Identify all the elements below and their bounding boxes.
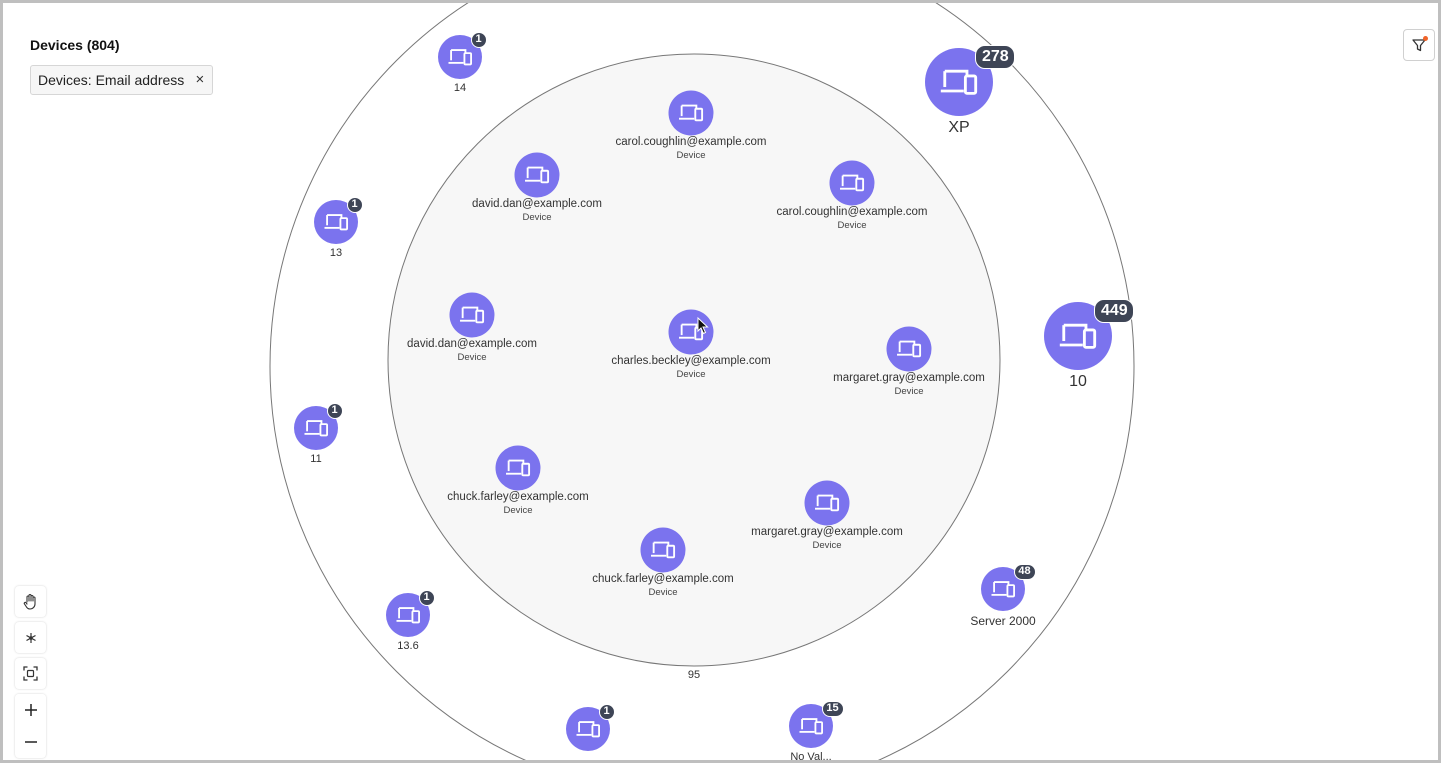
device-node[interactable]	[514, 152, 560, 198]
filter-active-dot	[1423, 36, 1428, 41]
laptop-phone-icon	[814, 494, 839, 512]
count-badge: 1	[598, 704, 615, 720]
hand-icon	[23, 593, 36, 610]
device-node-label: charles.beckley@example.com Device	[611, 355, 770, 380]
device-node-label: carol.coughlin@example.com Device	[776, 206, 927, 231]
device-node[interactable]	[449, 292, 495, 338]
os-cluster-label: 11	[310, 453, 322, 465]
laptop-phone-icon	[940, 69, 978, 95]
device-node[interactable]	[886, 326, 932, 372]
os-cluster-label: 13.6	[397, 640, 419, 652]
cursor-icon	[697, 317, 709, 335]
os-cluster-label: 14	[453, 82, 467, 94]
device-email: carol.coughlin@example.com	[776, 206, 928, 218]
laptop-phone-icon	[991, 580, 1015, 598]
device-node-label: margaret.gray@example.com Device	[833, 372, 985, 397]
plus-icon	[24, 703, 37, 716]
device-email: chuck.farley@example.com	[447, 491, 589, 503]
count-badge: 1	[326, 403, 343, 419]
count-badge: 278	[975, 45, 1016, 69]
device-email: margaret.gray@example.com	[833, 372, 985, 384]
layout-button[interactable]	[15, 622, 46, 653]
fit-screen-icon	[23, 666, 38, 681]
device-node[interactable]	[804, 480, 850, 526]
os-cluster-node[interactable]	[386, 593, 430, 637]
laptop-phone-icon	[304, 419, 328, 437]
pan-button[interactable]	[15, 586, 46, 617]
device-type: Device	[837, 220, 867, 231]
page-title: Devices (804)	[30, 37, 120, 53]
os-cluster-label: Server 2000	[970, 614, 1036, 628]
device-email: carol.coughlin@example.com	[615, 136, 767, 148]
os-cluster-label: 10	[1069, 373, 1087, 390]
device-email: chuck.farley@example.com	[592, 573, 734, 585]
device-email: david.dan@example.com	[472, 198, 602, 210]
laptop-phone-icon	[505, 459, 530, 477]
laptop-phone-icon	[1059, 323, 1097, 349]
os-cluster-label: XP	[948, 119, 970, 136]
laptop-phone-icon	[459, 306, 484, 324]
laptop-phone-icon	[396, 606, 420, 624]
count-badge: 1	[418, 590, 435, 606]
device-email: david.dan@example.com	[407, 338, 537, 350]
laptop-phone-icon	[799, 717, 823, 735]
count-badge: 15	[821, 701, 844, 717]
zoom-controls	[15, 694, 46, 758]
graph-canvas[interactable]	[3, 3, 1441, 763]
outer-ring	[269, 3, 1135, 760]
device-node-label: chuck.farley@example.com Device	[592, 573, 733, 598]
fit-screen-button[interactable]	[15, 658, 46, 689]
device-node-label: david.dan@example.com Device	[472, 198, 602, 223]
laptop-phone-icon	[324, 213, 348, 231]
device-node[interactable]	[495, 445, 541, 491]
device-node[interactable]	[640, 527, 686, 573]
device-node[interactable]	[668, 90, 714, 136]
laptop-phone-icon	[678, 104, 703, 122]
close-icon[interactable]: ×	[195, 71, 205, 88]
laptop-phone-icon	[678, 323, 703, 341]
cluster-icon	[25, 632, 36, 643]
zoom-in-button[interactable]	[15, 694, 46, 725]
device-type: Device	[894, 386, 924, 397]
count-badge: 449	[1094, 299, 1135, 323]
zoom-out-button[interactable]	[15, 726, 46, 757]
device-type: Device	[522, 212, 552, 223]
filter-button[interactable]	[1403, 29, 1435, 61]
filter-chip[interactable]: Devices: Email address ×	[30, 65, 214, 95]
laptop-phone-icon	[576, 720, 600, 738]
inner-cluster-label: 95	[687, 669, 701, 681]
device-node-label: carol.coughlin@example.com Device	[615, 136, 766, 161]
device-type: Device	[676, 150, 706, 161]
device-node[interactable]	[668, 309, 714, 355]
device-node-label: david.dan@example.com Device	[407, 338, 537, 363]
device-email: charles.beckley@example.com	[611, 355, 771, 367]
device-type: Device	[676, 369, 706, 380]
count-badge: 1	[346, 197, 363, 213]
os-cluster-label: 13	[329, 247, 343, 259]
device-node-label: chuck.farley@example.com Device	[447, 491, 588, 516]
minus-icon	[24, 740, 37, 743]
device-node-label: margaret.gray@example.com Device	[751, 526, 903, 551]
device-type: Device	[457, 352, 487, 363]
laptop-phone-icon	[896, 340, 921, 358]
os-cluster-label: No Val...	[790, 751, 832, 763]
device-email: margaret.gray@example.com	[751, 526, 903, 538]
device-type: Device	[812, 540, 842, 551]
device-node[interactable]	[829, 160, 875, 206]
count-badge: 48	[1013, 564, 1036, 580]
laptop-phone-icon	[448, 48, 472, 66]
laptop-phone-icon	[839, 174, 864, 192]
device-type: Device	[648, 587, 678, 598]
laptop-phone-icon	[650, 541, 675, 559]
device-type: Device	[503, 505, 533, 516]
laptop-phone-icon	[524, 166, 549, 184]
count-badge: 1	[470, 32, 487, 48]
filter-chip-label: Devices: Email address	[38, 72, 185, 88]
